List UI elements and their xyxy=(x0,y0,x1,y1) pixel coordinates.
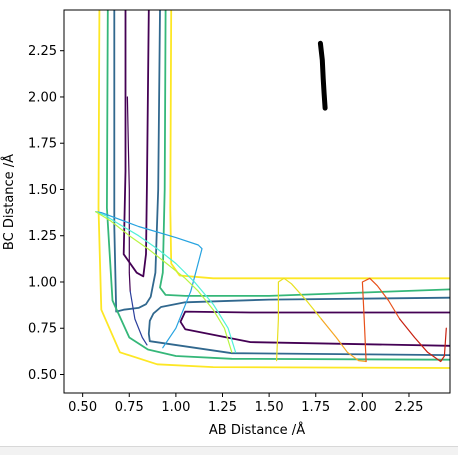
x-tick-label: 1.25 xyxy=(208,400,237,415)
marker-layer xyxy=(317,40,328,111)
y-axis-title: BC Distance /Å xyxy=(1,154,17,250)
x-tick-label: 0.50 xyxy=(68,400,97,415)
contour-line-1 xyxy=(179,310,450,347)
trajectory-segment-5 xyxy=(276,277,322,362)
trajectory-segment-1 xyxy=(129,290,148,346)
x-tick-label: 2.00 xyxy=(348,400,377,415)
trajectory-segment-3 xyxy=(95,211,237,353)
x-tick-label: 1.00 xyxy=(161,400,190,415)
contour-line-3 xyxy=(147,296,450,357)
contour-line-7 xyxy=(97,10,450,369)
trajectory-segment-6 xyxy=(320,318,367,363)
trajectory-segment-0 xyxy=(126,96,131,292)
x-tick-label: 2.25 xyxy=(394,400,423,415)
contour-layer xyxy=(97,10,450,369)
trajectory-segment-7 xyxy=(361,277,401,363)
contour-line-6 xyxy=(169,10,450,280)
y-axis-ticks: 0.50 0.75 1.00 1.25 1.50 1.75 2.00 2.25 xyxy=(28,44,64,383)
y-tick-label: 2.00 xyxy=(28,90,57,105)
y-tick-label: 1.50 xyxy=(28,183,57,198)
plot-frame xyxy=(63,9,451,394)
window-bottom-strip xyxy=(0,446,458,455)
trajectory-segment-2 xyxy=(95,211,203,349)
trajectory-segment-4 xyxy=(95,211,233,353)
trajectory-segment-8 xyxy=(399,318,447,363)
contour-line-4 xyxy=(159,10,450,297)
x-axis-ticks: 0.50 0.75 1.00 1.25 1.50 1.75 2.00 2.25 xyxy=(68,393,423,415)
y-tick-label: 2.25 xyxy=(28,44,57,59)
y-tick-label: 1.25 xyxy=(28,229,57,244)
y-tick-label: 0.75 xyxy=(28,322,57,337)
x-axis-title: AB Distance /Å xyxy=(209,422,305,438)
contour-line-2 xyxy=(113,10,161,313)
x-tick-label: 1.75 xyxy=(301,400,330,415)
contour-line-0 xyxy=(122,10,150,278)
contour-line-5 xyxy=(106,10,450,361)
plot-background xyxy=(64,10,450,393)
y-tick-label: 1.75 xyxy=(28,137,57,152)
y-tick-label: 0.50 xyxy=(28,368,57,383)
x-tick-label: 1.50 xyxy=(255,400,284,415)
x-tick-label: 0.75 xyxy=(115,400,144,415)
y-tick-label: 1.00 xyxy=(28,275,57,290)
trajectory-layer xyxy=(95,96,447,363)
black-marker-line xyxy=(317,40,328,111)
